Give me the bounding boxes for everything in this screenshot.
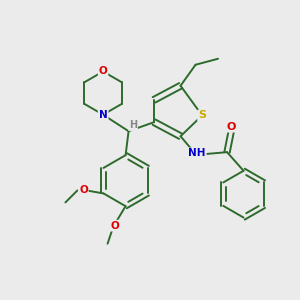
Text: N: N (99, 110, 107, 120)
Text: N: N (99, 110, 107, 120)
Text: H: H (129, 120, 137, 130)
Text: O: O (79, 185, 88, 195)
Text: S: S (198, 110, 206, 120)
Text: O: O (227, 122, 236, 132)
Text: NH: NH (188, 148, 206, 158)
Text: O: O (111, 221, 119, 231)
Text: O: O (99, 67, 107, 76)
